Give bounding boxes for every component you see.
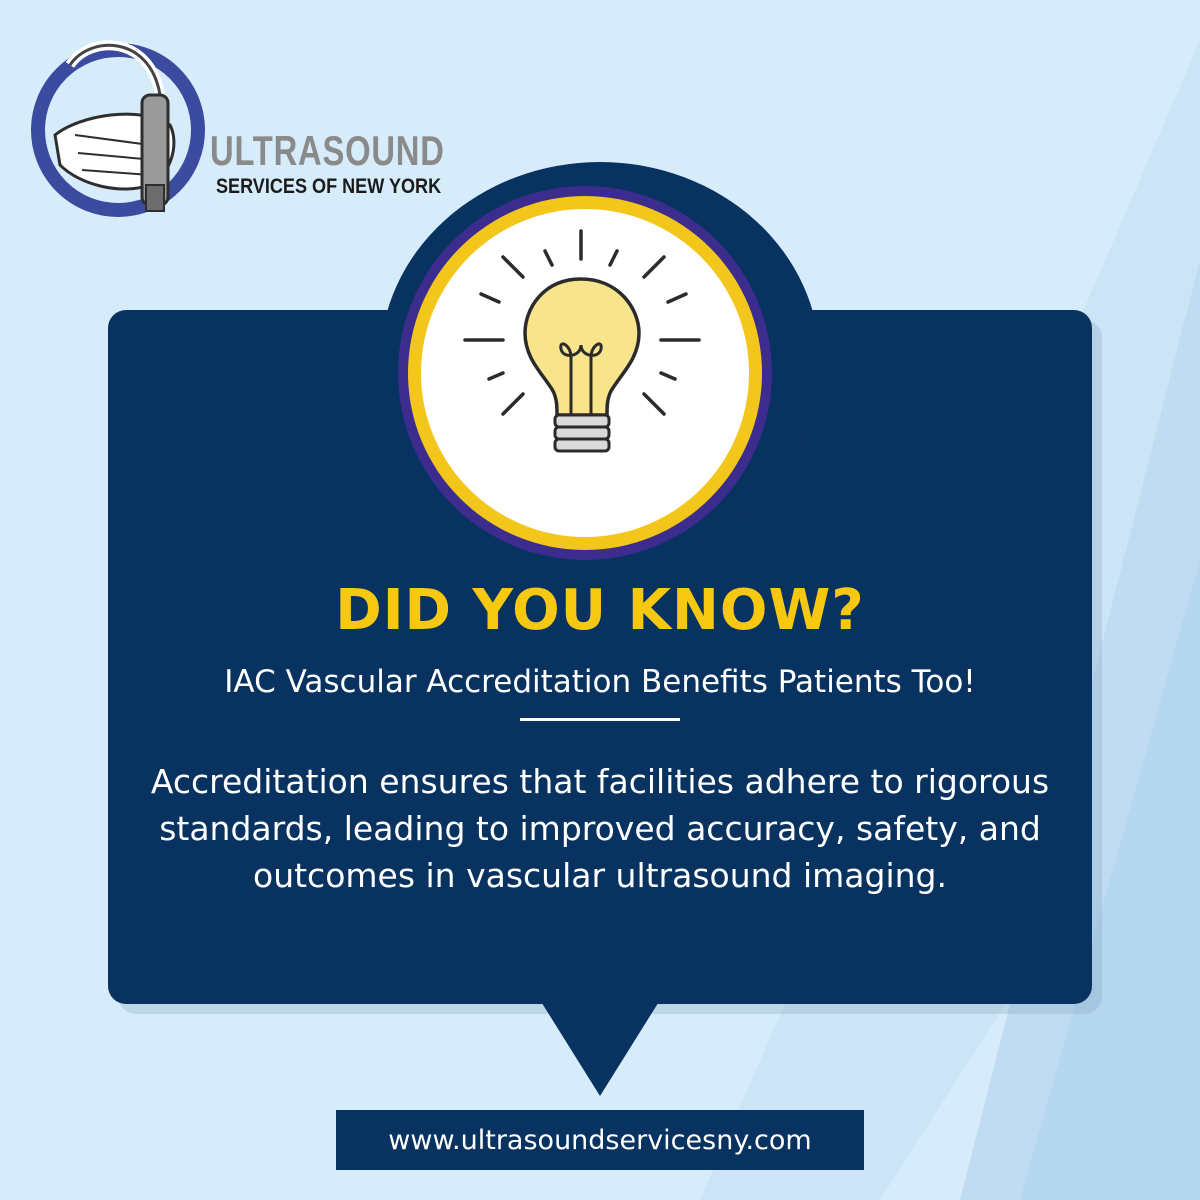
divider bbox=[520, 718, 680, 721]
logo-title: ULTRASOUND bbox=[210, 127, 445, 174]
company-logo: ULTRASOUND SERVICES OF NEW YORK bbox=[30, 35, 450, 225]
website-url[interactable]: www.ultrasoundservicesny.com bbox=[388, 1124, 812, 1156]
website-link[interactable]: www.ultrasoundservicesny.com bbox=[336, 1110, 864, 1170]
headline: DID YOU KNOW? bbox=[335, 578, 865, 643]
lightbulb-icon bbox=[463, 229, 701, 453]
hand-probe-icon bbox=[31, 40, 205, 217]
subheadline: IAC Vascular Accreditation Benefits Pati… bbox=[224, 664, 976, 700]
body-text: Accreditation ensures that facilities ad… bbox=[150, 762, 1050, 895]
logo-subtitle: SERVICES OF NEW YORK bbox=[216, 175, 442, 198]
